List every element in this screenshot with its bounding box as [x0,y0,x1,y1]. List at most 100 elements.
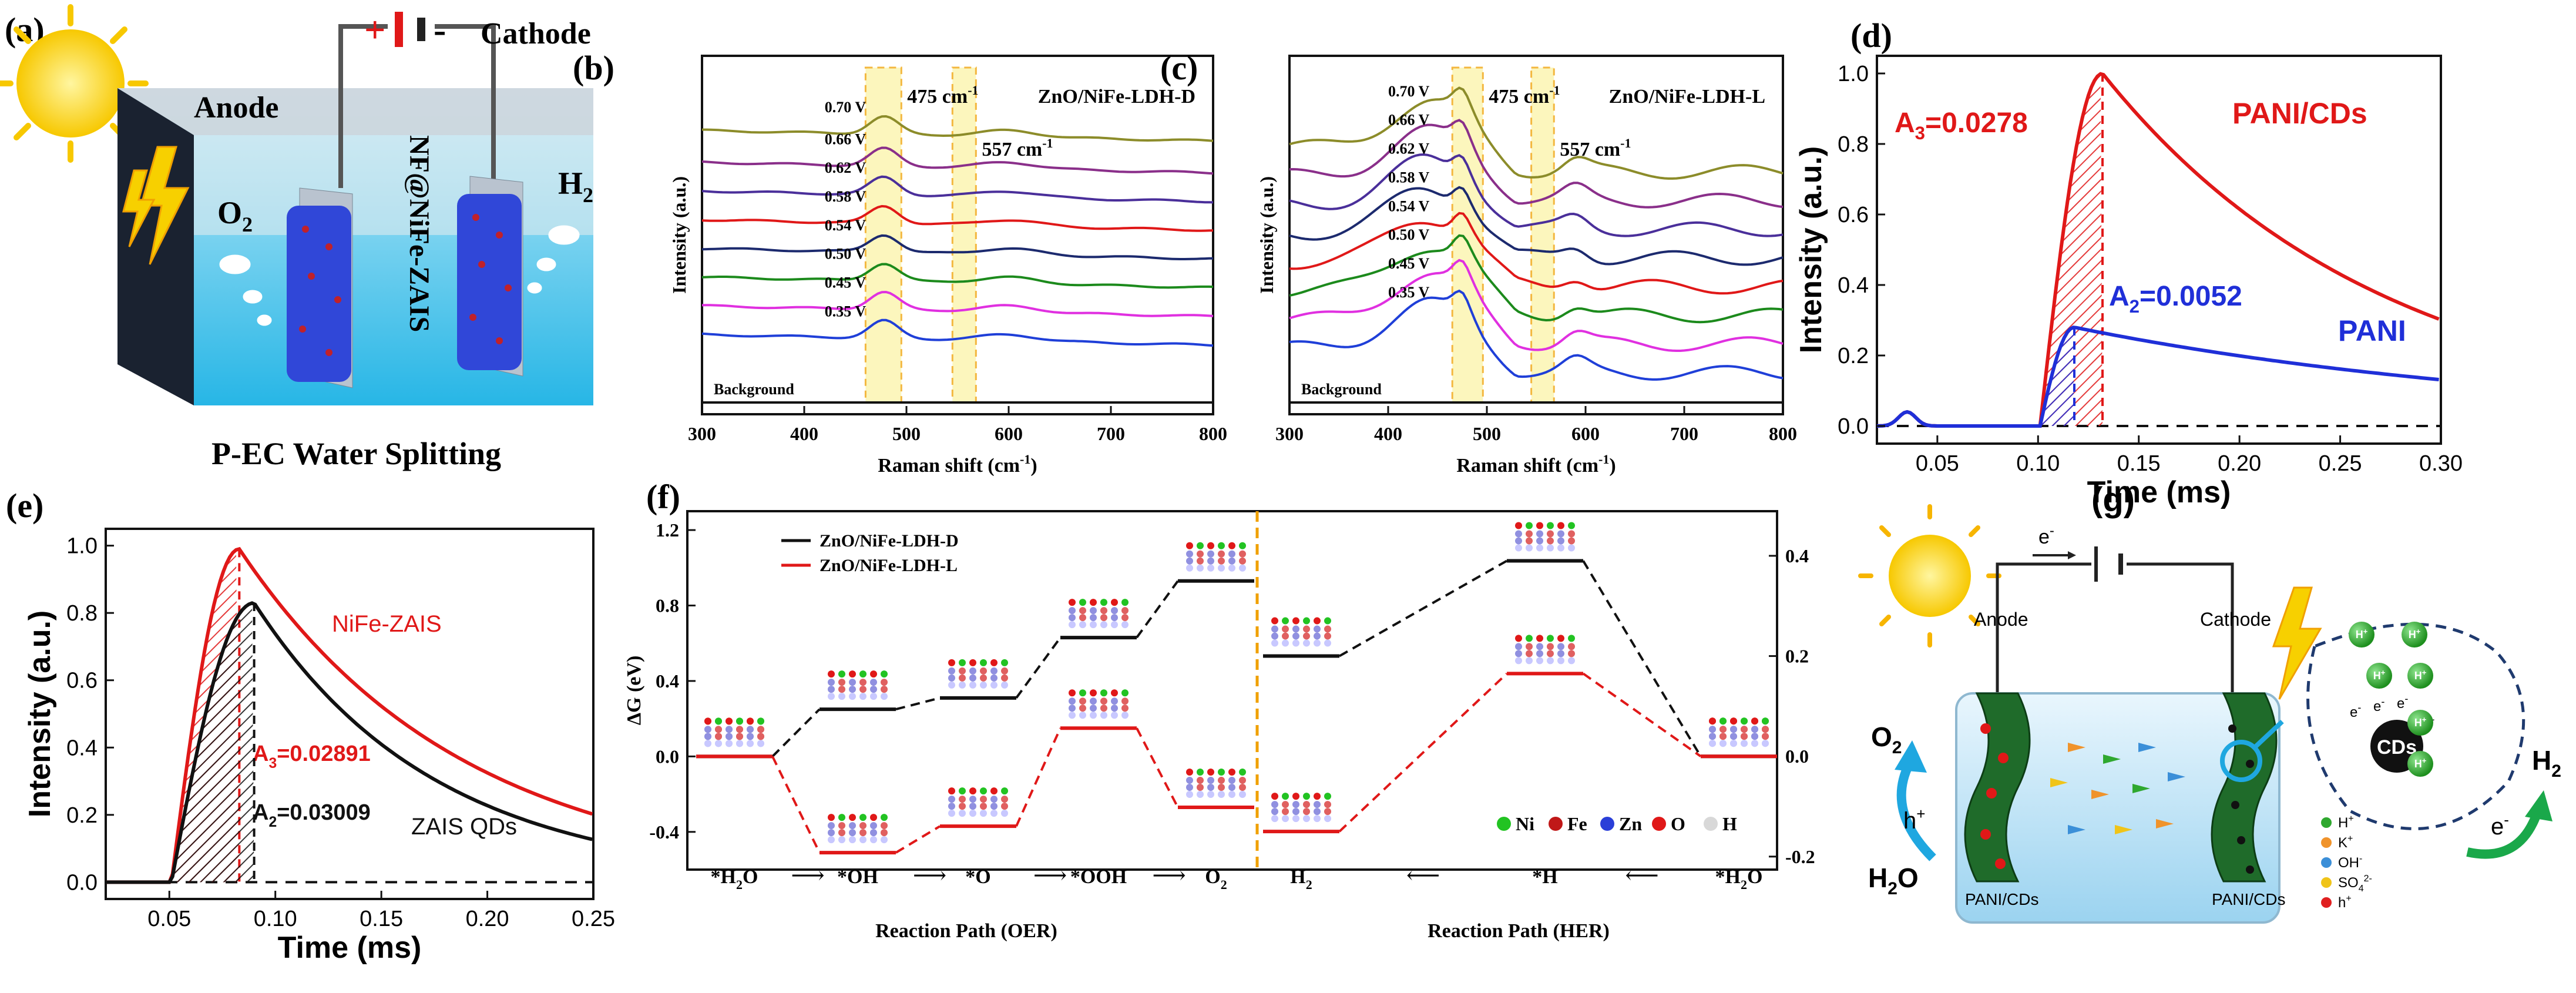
ion-legend-dot [2321,897,2332,908]
atom [1239,542,1246,549]
atom [870,814,877,821]
x-tick-label: 0.10 [254,907,297,931]
atom [1324,639,1331,647]
atom [1730,726,1737,733]
slab-model [1709,717,1769,747]
atom [704,726,711,733]
atom [1536,522,1543,529]
lightning-icon [2272,586,2322,700]
spectrum-line [1289,86,1784,180]
x-axis-label: Raman shift (cm-1) [1456,452,1616,477]
x-tick-label: 500 [892,423,921,444]
panel-b-label: (b) [573,49,614,87]
panel-a-schematic: (a) + [0,4,593,471]
atom [1271,617,1278,625]
y-tick-label: 0.8 [66,601,98,626]
atom [980,659,987,666]
atom [1079,599,1086,606]
atom [1069,607,1076,615]
cds-label: CDs [2377,736,2417,759]
atom [747,726,754,733]
atom [990,681,998,689]
atom [828,822,835,830]
energy-connector [895,696,941,711]
atom [1536,650,1543,657]
svg-text:H+: H+ [2414,756,2427,770]
atom [849,836,856,844]
atom [1069,689,1076,697]
series-label: Background [714,381,794,398]
atom [870,822,877,830]
x-tick-label: 400 [790,423,818,444]
atom [1121,599,1129,606]
atom [1557,522,1564,529]
atom [1526,657,1533,665]
atom [1069,599,1076,606]
series-label: Background [1301,381,1382,398]
atom [959,681,966,689]
y-axis-label: Intensity (a.u.) [669,176,690,294]
slab-model [828,814,888,844]
atom [859,814,866,821]
atom [1111,614,1118,622]
atom [1228,769,1235,776]
atom [838,836,845,844]
atom [1730,740,1737,747]
slab-model [1069,599,1129,629]
atom [881,686,888,693]
x-tick-label: 800 [1199,423,1227,444]
y-tick-label: 0.8 [1838,132,1869,157]
plot-frame [701,55,1214,415]
y-tick-label: 0.6 [66,669,98,693]
series-label: 0.54 V [1388,197,1430,214]
atom [1762,733,1769,740]
slab-model [1515,522,1575,552]
panel-e-decay-chart: (e) NiFe-ZAIS A3=0.02891 ZAIS QDs A2=0.03009… [6,487,615,965]
atom [948,674,955,682]
atom [948,659,955,666]
anode-electrode [287,187,353,388]
x-axis-label: Time (ms) [2087,475,2231,509]
slab-model [1186,542,1246,572]
anode-label: Anode [194,91,278,125]
atom [1069,705,1076,712]
atom [747,740,754,747]
x-tick-label: 700 [1097,423,1125,444]
atom [1324,815,1331,823]
atom [1207,564,1214,572]
band-label: 475 cm-1 [1489,83,1560,108]
chart-title: ZnO/NiFe-LDH-D [1038,86,1195,108]
atom [1751,733,1758,740]
atom [1515,537,1522,545]
atom [1271,632,1278,640]
decay-line [106,546,593,884]
atom [870,670,877,678]
cathode-label-g: Cathode [2200,609,2271,630]
step-arrow: ⟶ [1152,862,1185,888]
atom [1282,632,1289,640]
atom [1282,793,1289,800]
electrolyte-tank-g [1955,692,2281,924]
x-tick-label: 800 [1769,423,1797,444]
atom [1292,625,1299,633]
ion-legend: H+ K+ OH- SO42-h+ [2321,814,2372,911]
atom [969,803,976,810]
energy-connector [771,756,821,853]
atom [1314,617,1321,625]
y-axis-label: Intensity (a.u.) [23,610,57,817]
energy-connector [1339,559,1507,657]
x-tick-label: 400 [1374,423,1402,444]
atom-legend-label: H [1722,813,1737,834]
atom [1709,717,1716,725]
electron-flow-label: e- [2038,523,2054,548]
atom [1526,643,1533,650]
atom [969,659,976,666]
atom [1100,599,1107,606]
atom [1218,791,1225,799]
atom [870,693,877,700]
x-tick-label: 0.20 [2218,451,2261,476]
atom [881,822,888,830]
atom [1197,550,1204,558]
energy-connector [895,825,941,854]
atom [1069,614,1076,622]
